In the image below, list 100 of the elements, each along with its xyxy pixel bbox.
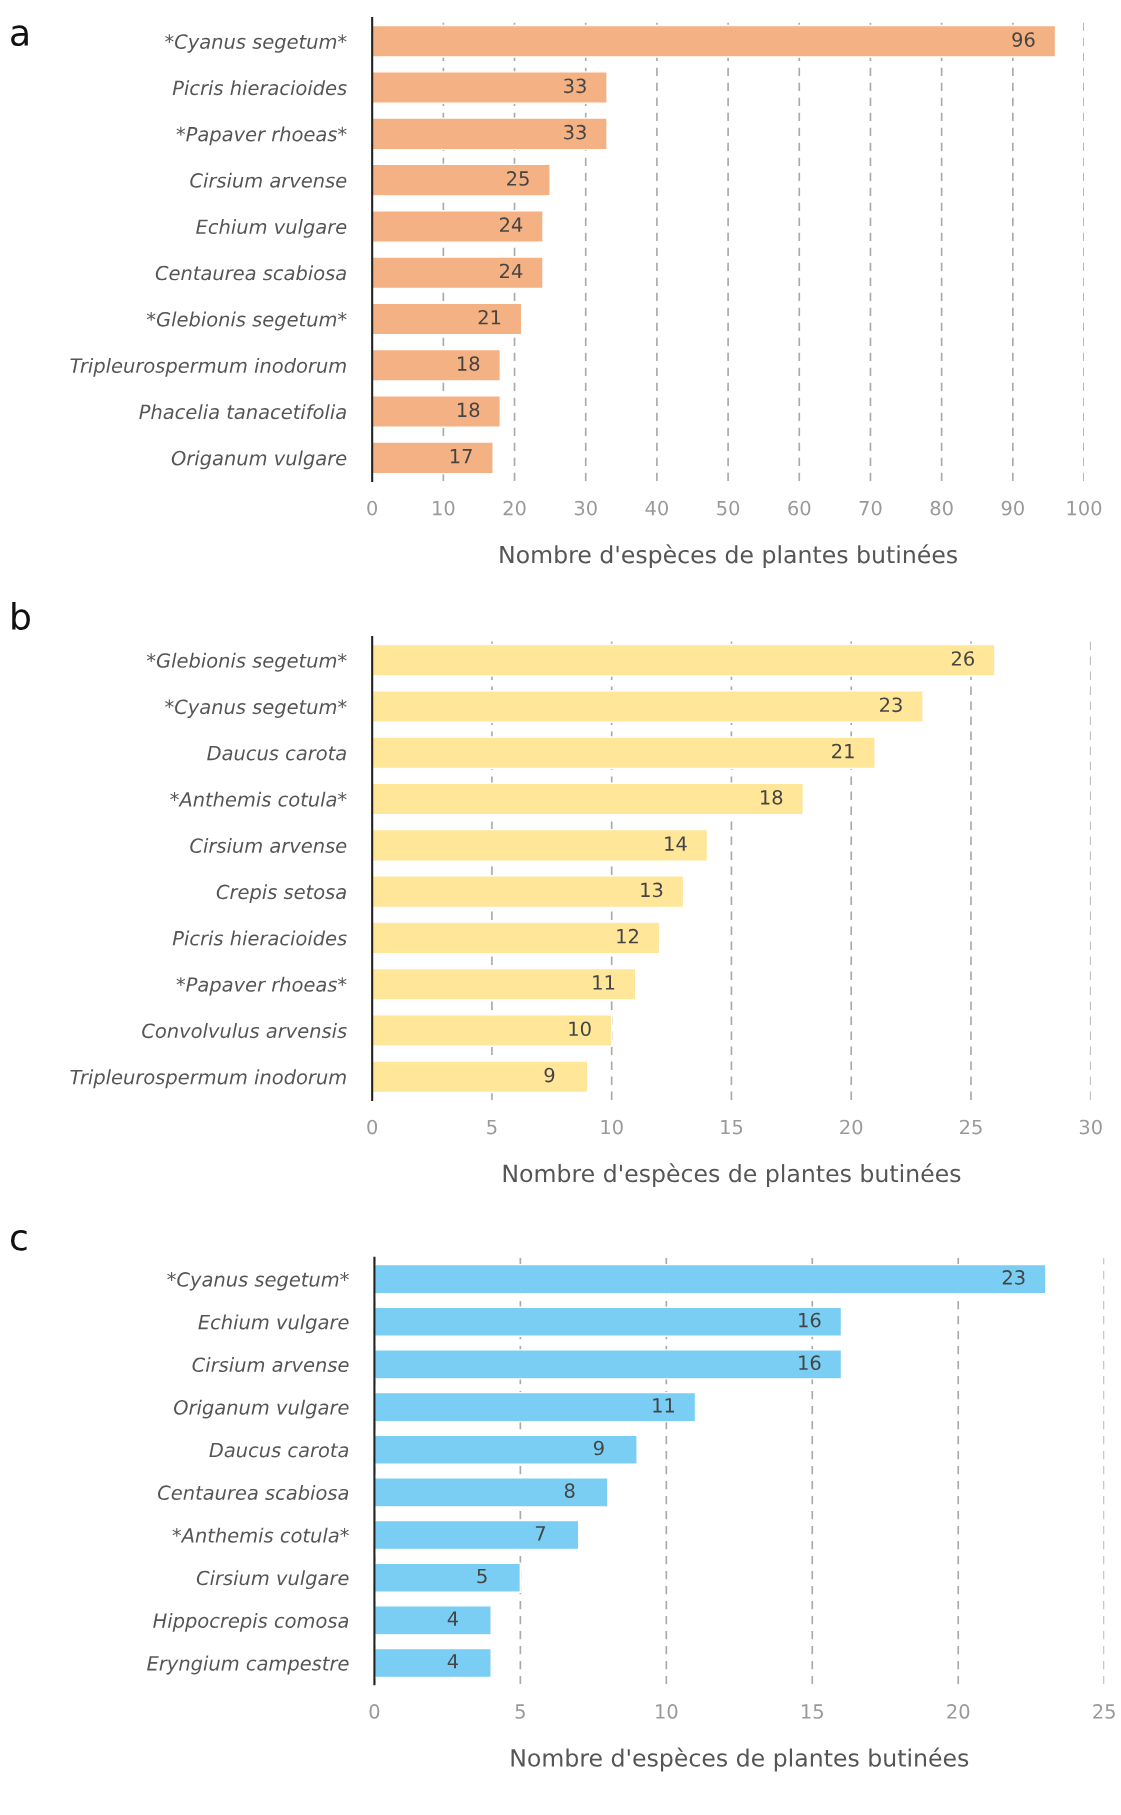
data-label: 26 <box>951 651 974 666</box>
y-tick-label: Origanum vulgare <box>174 1399 349 1419</box>
bar <box>372 1060 589 1094</box>
y-tick-label: Cirsium arvense <box>190 172 347 188</box>
x-tick-label: 20 <box>503 500 526 516</box>
x-tick-label: 5 <box>487 1119 497 1135</box>
x-tick-label: 30 <box>1079 1119 1102 1135</box>
y-tick-label: Cirsium arvense <box>190 837 347 853</box>
data-label: 11 <box>593 975 615 990</box>
y-tick-label: Crepis setosa <box>216 884 346 904</box>
x-tick-label: 10 <box>433 500 455 516</box>
y-tick-label: Convolvulus arvensis <box>142 1023 347 1039</box>
x-tick-label: 20 <box>840 1119 863 1135</box>
data-label: 21 <box>478 309 501 325</box>
y-tick-label: *Cyanus segetum* <box>167 1272 349 1291</box>
text: c <box>10 1230 27 1251</box>
x-tick-label: 10 <box>601 1119 623 1135</box>
data-label: 13 <box>641 882 663 898</box>
x-tick-label: 100 <box>1067 500 1102 516</box>
y-tick-label: Phacelia tanacetifolia <box>139 404 346 420</box>
bar <box>372 395 501 428</box>
bar <box>372 256 544 290</box>
y-tick-label: *Cyanus segetum* <box>165 34 347 53</box>
data-label: 12 <box>617 928 638 944</box>
data-label: 24 <box>499 263 523 279</box>
data-label: 33 <box>564 78 586 94</box>
data-label: 25 <box>507 171 529 186</box>
bar <box>374 1605 492 1636</box>
data-label: 17 <box>450 449 472 464</box>
x-axis-title: Nombre d'espèces de plantes butinées <box>500 544 957 569</box>
bar <box>372 441 494 475</box>
bar <box>372 643 996 677</box>
data-label: 9 <box>593 1440 604 1456</box>
bar <box>372 24 1057 58</box>
y-tick-label: Picris hieracioides <box>172 80 347 96</box>
x-tick-label: 60 <box>788 500 811 516</box>
x-tick-label: 70 <box>859 500 882 516</box>
bar <box>372 117 608 151</box>
bar <box>372 690 924 723</box>
data-label: 16 <box>799 1355 821 1371</box>
y-tick-label: Daucus carota <box>207 745 346 761</box>
bar <box>372 875 685 909</box>
bar <box>372 967 637 1001</box>
y-tick-label: *Glebionis segetum* <box>146 311 347 331</box>
bar <box>372 209 544 243</box>
bar <box>374 1434 638 1465</box>
data-label: 4 <box>447 1611 459 1626</box>
bar <box>374 1562 522 1593</box>
data-label: 4 <box>447 1654 459 1669</box>
bar <box>372 71 608 105</box>
data-label: 16 <box>799 1312 821 1328</box>
y-tick-label: *Papaver rhoeas* <box>176 126 347 146</box>
y-tick-label: Picris hieracioides <box>172 930 347 946</box>
bar <box>374 1647 492 1679</box>
bar <box>374 1519 580 1551</box>
x-tick-label: 0 <box>367 1119 378 1135</box>
data-label: 18 <box>457 402 480 418</box>
bar <box>372 1014 613 1047</box>
x-tick-label: 25 <box>1093 1704 1115 1719</box>
x-tick-label: 0 <box>369 1704 380 1719</box>
y-tick-label: *Glebionis segetum* <box>146 652 347 672</box>
bar <box>374 1306 843 1337</box>
y-tick-label: Echium vulgare <box>196 219 347 238</box>
y-tick-label: Hippocrepis comosa <box>153 1612 349 1632</box>
data-label: 5 <box>477 1568 487 1584</box>
data-label: 11 <box>653 1398 675 1413</box>
x-tick-label: 80 <box>930 500 953 516</box>
x-tick-label: 5 <box>515 1704 525 1719</box>
y-tick-label: Origanum vulgare <box>171 450 347 470</box>
y-tick-label: *Anthemis cotula* <box>172 1527 349 1543</box>
data-label: 18 <box>457 356 480 371</box>
x-tick-label: 15 <box>721 1119 743 1135</box>
data-label: 23 <box>880 697 902 713</box>
data-label: 18 <box>761 789 783 805</box>
x-axis-title: Nombre d'espèces de plantes butinées <box>511 1747 969 1772</box>
x-tick-label: 15 <box>802 1704 823 1719</box>
bar <box>374 1263 1047 1295</box>
data-label: 14 <box>665 836 687 851</box>
x-tick-label: 25 <box>960 1119 982 1135</box>
y-tick-label: *Papaver rhoeas* <box>176 976 347 996</box>
data-label: 10 <box>569 1021 591 1037</box>
text: a <box>11 25 28 47</box>
y-tick-label: Tripleurospermum inodorum <box>70 357 346 377</box>
y-tick-label: Tripleurospermum inodorum <box>70 1069 346 1089</box>
bar <box>374 1391 697 1423</box>
x-tick-label: 90 <box>1001 500 1024 516</box>
x-tick-label: 30 <box>574 500 597 516</box>
y-tick-label: Centaurea scabiosa <box>158 1485 349 1501</box>
y-tick-label: Cirsium arvense <box>192 1357 349 1373</box>
data-label: 7 <box>535 1526 546 1541</box>
x-tick-label: 0 <box>367 500 378 516</box>
data-label: 24 <box>499 217 523 232</box>
y-tick-label: *Anthemis cotula* <box>170 791 347 807</box>
bar <box>374 1349 843 1380</box>
data-label: 33 <box>564 124 586 140</box>
bar <box>372 348 501 382</box>
data-label: 8 <box>564 1483 575 1499</box>
y-tick-label: Centaurea scabiosa <box>155 265 346 281</box>
data-label: 21 <box>832 743 854 759</box>
x-tick-label: 20 <box>947 1704 970 1719</box>
